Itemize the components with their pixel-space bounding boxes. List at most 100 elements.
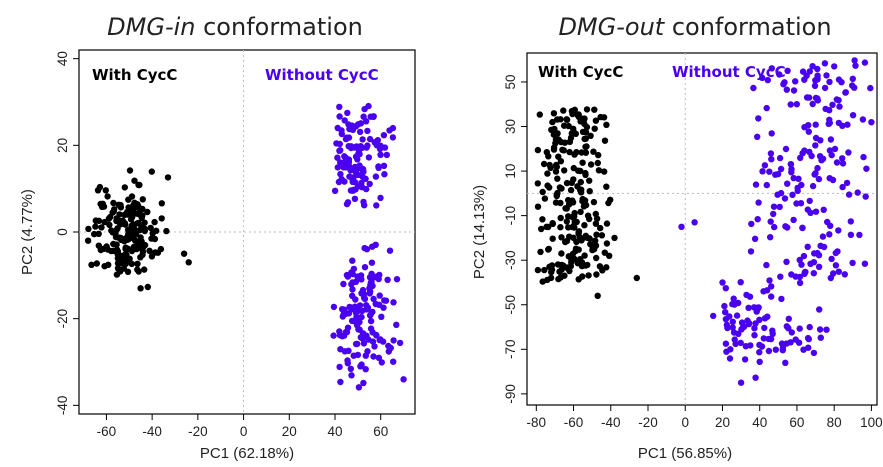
data-point xyxy=(860,153,867,161)
y-tick-label: -30 xyxy=(503,250,518,270)
data-point xyxy=(814,75,821,82)
data-point xyxy=(765,347,773,355)
data-point xyxy=(139,212,146,219)
data-point xyxy=(371,343,378,350)
data-point xyxy=(88,261,95,268)
data-point xyxy=(364,348,371,355)
data-point xyxy=(139,205,146,213)
y-tick-label: -50 xyxy=(503,295,518,315)
data-point xyxy=(565,224,572,231)
data-point xyxy=(805,128,812,135)
data-point xyxy=(719,279,726,286)
data-point xyxy=(729,324,736,331)
data-point xyxy=(844,121,851,128)
data-point xyxy=(590,148,597,155)
data-point xyxy=(841,271,848,278)
data-point xyxy=(363,306,370,313)
data-point xyxy=(348,269,355,276)
y-tick-label: -40 xyxy=(55,396,70,416)
data-point xyxy=(806,68,813,75)
data-point xyxy=(336,113,343,120)
data-point xyxy=(829,176,837,184)
data-point xyxy=(854,189,861,196)
data-point xyxy=(370,353,377,360)
y-tick-label: -90 xyxy=(503,384,518,404)
data-point xyxy=(592,237,599,244)
data-point xyxy=(105,215,113,222)
data-point xyxy=(772,171,779,178)
data-point xyxy=(151,218,158,226)
x-tick-label: -20 xyxy=(638,415,658,430)
data-point xyxy=(745,304,752,311)
data-point xyxy=(839,122,846,129)
data-point xyxy=(741,323,748,330)
data-point xyxy=(577,208,584,216)
data-point xyxy=(545,246,552,253)
data-point xyxy=(366,135,374,143)
data-point xyxy=(144,283,151,291)
data-point xyxy=(593,254,600,262)
data-point xyxy=(581,252,588,259)
data-point xyxy=(550,131,557,138)
data-point xyxy=(584,261,591,269)
data-point xyxy=(597,224,604,232)
data-point xyxy=(376,336,383,344)
data-point xyxy=(100,203,108,210)
data-point xyxy=(586,188,593,195)
data-point xyxy=(787,101,794,108)
data-point xyxy=(593,271,600,278)
data-point xyxy=(562,205,569,212)
data-point xyxy=(798,261,805,268)
data-point xyxy=(386,247,394,254)
data-point xyxy=(158,215,165,222)
data-point xyxy=(820,243,828,251)
data-point xyxy=(337,147,344,154)
data-point xyxy=(827,222,834,229)
data-point xyxy=(783,323,790,330)
data-point xyxy=(823,326,830,333)
data-point xyxy=(607,196,614,203)
data-point xyxy=(540,160,548,168)
data-point xyxy=(810,270,817,277)
data-point xyxy=(826,231,833,238)
data-point xyxy=(751,325,758,332)
data-point xyxy=(336,363,343,371)
data-point xyxy=(365,154,373,161)
data-point xyxy=(85,225,92,233)
data-point xyxy=(776,71,783,78)
data-point xyxy=(104,193,111,200)
data-point xyxy=(130,221,137,228)
data-point xyxy=(789,191,796,198)
data-point xyxy=(745,320,753,328)
data-point xyxy=(823,72,830,79)
data-point xyxy=(333,140,340,147)
data-point xyxy=(852,62,859,69)
data-point xyxy=(354,314,361,321)
data-point xyxy=(801,124,808,131)
panel-1-label-with-cycc: With CycC xyxy=(92,66,177,84)
data-point xyxy=(356,302,364,309)
data-point xyxy=(845,191,853,198)
panel-2-y-ticks: -90 -70 -50 -30 -10 10 30 50 xyxy=(503,74,527,404)
data-point xyxy=(367,317,375,325)
data-point xyxy=(756,358,763,365)
data-point xyxy=(835,268,842,275)
data-point xyxy=(839,183,846,191)
data-point xyxy=(722,340,730,347)
data-point xyxy=(594,292,601,299)
data-point xyxy=(538,225,545,233)
data-point xyxy=(554,175,561,182)
data-point xyxy=(811,82,819,90)
data-point xyxy=(362,175,369,182)
data-point xyxy=(387,344,394,352)
data-point xyxy=(759,74,766,82)
data-point xyxy=(147,224,154,232)
data-point xyxy=(377,194,384,202)
data-point xyxy=(581,197,589,204)
data-point xyxy=(354,351,362,359)
data-point xyxy=(359,330,367,337)
data-point xyxy=(806,197,813,205)
data-point xyxy=(710,312,717,320)
data-point xyxy=(115,217,122,224)
data-point xyxy=(845,149,852,156)
